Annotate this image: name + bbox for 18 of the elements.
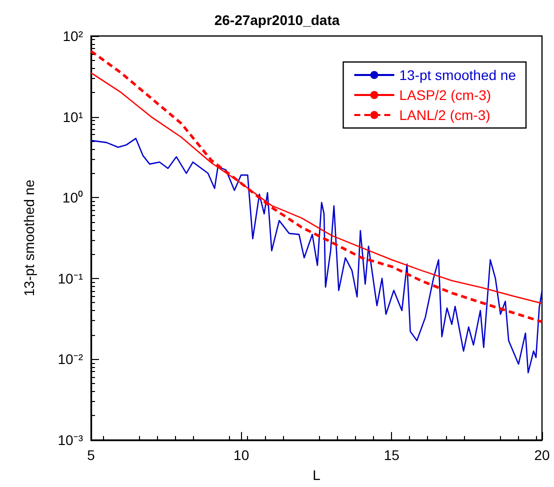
legend-label: LASP/2 (cm-3) [399, 87, 492, 103]
line-series [90, 50, 544, 324]
x-tick-label: 10 [234, 447, 250, 463]
y-tick-label: 10⁻² [58, 351, 84, 368]
legend-label: LANL/2 (cm-3) [399, 107, 490, 123]
y-tick-label: 10¹ [62, 108, 84, 125]
legend-label: 13-pt smoothed ne [399, 67, 516, 83]
y-tick-label: 10⁰ [62, 190, 83, 206]
y-tick-label: 10⁻¹ [58, 270, 84, 286]
x-axis-title: L [312, 467, 321, 483]
chart-title: 26-27apr2010_data [214, 12, 340, 28]
x-tick-label: 5 [87, 447, 96, 463]
y-axis-title: 13-pt smoothed ne [21, 179, 37, 296]
x-tick-label: 15 [384, 447, 400, 463]
y-tick-label: 10⁻³ [58, 432, 84, 448]
line-series [90, 138, 543, 374]
y-tick-label: 10² [62, 28, 84, 44]
x-tick-label: 20 [534, 447, 550, 463]
